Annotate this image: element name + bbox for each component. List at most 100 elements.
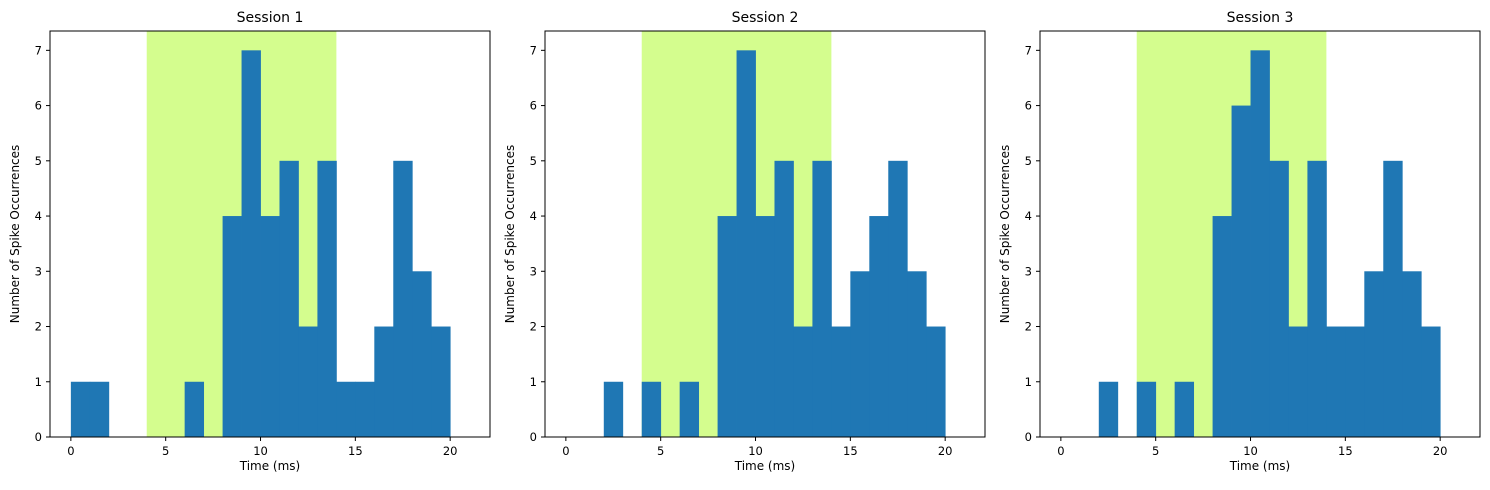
chart-title: Session 3	[1227, 10, 1294, 26]
x-tick-label: 0	[562, 444, 569, 458]
x-tick-label: 0	[1057, 444, 1064, 458]
x-tick-label: 15	[348, 444, 363, 458]
histogram-bar	[1174, 381, 1195, 437]
histogram-bar	[393, 160, 413, 438]
x-tick-label: 5	[162, 444, 169, 458]
chart-title: Session 1	[237, 10, 304, 26]
histogram-bar	[431, 326, 451, 437]
histogram-bar	[641, 381, 662, 437]
histogram-bar	[1269, 160, 1289, 438]
histogram-bar	[355, 381, 375, 437]
x-axis-label: Time (ms)	[734, 459, 796, 473]
histogram-bar	[603, 381, 624, 437]
y-tick-label: 2	[35, 320, 42, 334]
chart-panel-2: 0 5 10 15 20 0 1 2 3 4 5 6 7 Session 2 Time (ms) Number…	[503, 10, 986, 473]
axes-frame	[544, 30, 986, 438]
histogram-bar	[374, 326, 394, 437]
histogram-bar	[1364, 271, 1384, 437]
histogram-bar	[812, 160, 832, 438]
histogram-bar	[317, 160, 337, 438]
histogram-bar	[869, 216, 889, 437]
histogram-bar	[1231, 105, 1251, 438]
y-tick-label: 5	[530, 154, 537, 168]
y-tick-label: 3	[35, 264, 42, 278]
y-tick-label: 0	[530, 430, 537, 444]
histogram-bar	[793, 326, 813, 437]
histogram-bar	[736, 50, 756, 437]
histogram-bar	[89, 381, 110, 437]
y-tick-label: 3	[1025, 264, 1032, 278]
y-tick-label: 4	[35, 209, 42, 223]
x-tick-label: 5	[1152, 444, 1159, 458]
y-tick-label: 6	[1025, 99, 1032, 113]
histogram-bar	[1250, 50, 1270, 437]
histogram-bar	[222, 216, 242, 437]
histogram-bar	[717, 216, 737, 437]
chart-panel-1: 0 5 10 15 20 0 1 2 3 4 5 6 7 Session 1 Time (ms) Number…	[8, 10, 491, 473]
chart-panel-3: 0 5 10 15 20 0 1 2 3 4 5 6 7 Session 3 Time (ms) Number…	[998, 10, 1481, 473]
y-tick-label: 4	[1025, 209, 1032, 223]
chart-title: Session 2	[732, 10, 799, 26]
y-tick-label: 3	[530, 264, 537, 278]
y-axis-label: Number of Spike Occurrences	[998, 145, 1012, 324]
histogram-bar	[279, 160, 299, 438]
histogram-bar	[1098, 381, 1119, 437]
axes-frame	[49, 30, 491, 438]
histogram-bar	[1326, 326, 1346, 437]
histogram-bar	[679, 381, 700, 437]
y-axis-label: Number of Spike Occurrences	[503, 145, 517, 324]
y-tick-label: 7	[530, 43, 537, 57]
x-tick-label: 20	[1433, 444, 1448, 458]
histogram-bar	[412, 271, 432, 437]
y-tick-label: 0	[35, 430, 42, 444]
x-tick-label: 10	[253, 444, 268, 458]
histogram-bar	[298, 326, 318, 437]
histogram-bar	[850, 271, 870, 437]
histogram-bar	[70, 381, 91, 437]
x-axis-label: Time (ms)	[239, 459, 301, 473]
y-tick-label: 2	[530, 320, 537, 334]
x-tick-label: 5	[657, 444, 664, 458]
histogram-bar	[1402, 271, 1422, 437]
x-axis-label: Time (ms)	[1229, 459, 1291, 473]
x-tick-label: 10	[748, 444, 763, 458]
histogram-bar	[1383, 160, 1403, 438]
histogram-bar	[184, 381, 205, 437]
x-tick-label: 20	[443, 444, 458, 458]
histogram-bar	[755, 216, 775, 437]
y-tick-label: 4	[530, 209, 537, 223]
x-tick-label: 15	[1338, 444, 1353, 458]
y-tick-label: 7	[1025, 43, 1032, 57]
y-tick-label: 6	[530, 99, 537, 113]
y-tick-label: 1	[1025, 375, 1032, 389]
x-tick-label: 15	[843, 444, 858, 458]
axes-frame	[1039, 30, 1481, 438]
histogram-bar	[241, 50, 261, 437]
x-tick-label: 10	[1243, 444, 1258, 458]
y-tick-label: 0	[1025, 430, 1032, 444]
y-tick-label: 7	[35, 43, 42, 57]
histogram-bar	[260, 216, 280, 437]
y-tick-label: 6	[35, 99, 42, 113]
histogram-bar	[1307, 160, 1327, 438]
histogram-bar	[926, 326, 946, 437]
histogram-bar	[1421, 326, 1441, 437]
y-tick-label: 5	[35, 154, 42, 168]
histogram-bar	[336, 381, 356, 437]
histogram-bar	[1345, 326, 1365, 437]
histogram-bar	[888, 160, 908, 438]
histogram-bar	[1288, 326, 1308, 437]
y-tick-label: 2	[1025, 320, 1032, 334]
y-axis-label: Number of Spike Occurrences	[8, 145, 22, 324]
histogram-bar	[1136, 381, 1157, 437]
histogram-bar	[774, 160, 794, 438]
y-tick-label: 1	[530, 375, 537, 389]
x-tick-label: 20	[938, 444, 953, 458]
y-tick-label: 1	[35, 375, 42, 389]
x-tick-label: 0	[67, 444, 74, 458]
histogram-bar	[1212, 216, 1232, 437]
y-tick-label: 5	[1025, 154, 1032, 168]
histogram-bar	[831, 326, 851, 437]
histogram-bar	[907, 271, 927, 437]
